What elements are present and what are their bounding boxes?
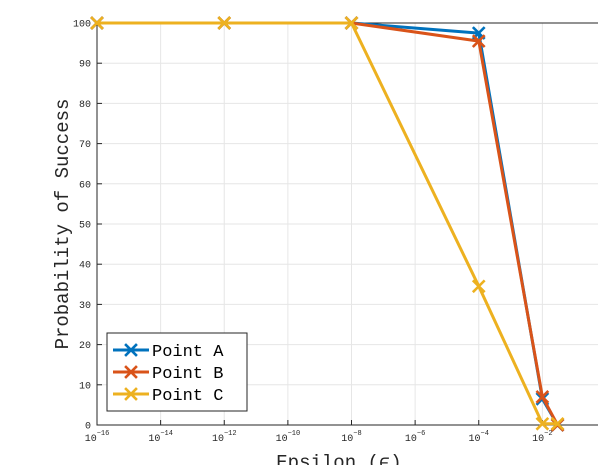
- series-line: [97, 21, 558, 426]
- legend-item: Point B: [113, 365, 223, 384]
- y-tick-label: 50: [79, 221, 91, 232]
- x-tick-label: 10−16: [85, 430, 110, 445]
- y-tick-label: 100: [73, 20, 91, 31]
- legend-label: Point B: [152, 365, 223, 384]
- y-axis-ticks: 0 10 20 30 40 50 60 70 80 90 100: [73, 20, 102, 433]
- data-point-marker: [535, 416, 550, 431]
- x-axis-label: Epsilon (ϵ): [276, 452, 401, 465]
- y-tick-label: 60: [79, 180, 91, 191]
- data-point-marker: [217, 16, 232, 30]
- data-point-marker: [471, 279, 486, 294]
- data-point-marker: [535, 390, 550, 404]
- data-point-marker: [471, 34, 486, 48]
- y-tick-label: 80: [79, 100, 91, 111]
- y-tick-label: 10: [79, 381, 91, 392]
- legend-marker: [124, 365, 138, 379]
- x-tick-label: 10−10: [276, 430, 301, 445]
- y-tick-label: 30: [79, 301, 91, 312]
- x-tick-label: 10−6: [405, 430, 425, 445]
- y-tick-label: 90: [79, 60, 91, 71]
- legend-label: Point C: [152, 387, 223, 406]
- y-tick-label: 20: [79, 341, 91, 352]
- legend-item: Point A: [113, 343, 224, 362]
- x-tick-label: 10−2: [532, 430, 552, 445]
- series-point-c: [90, 16, 565, 431]
- legend-item: Point C: [113, 387, 223, 406]
- legend-label: Point A: [152, 343, 224, 362]
- x-tick-label: 10−12: [212, 430, 237, 445]
- y-tick-label: 0: [85, 422, 91, 433]
- data-point-marker: [90, 16, 104, 30]
- y-axis-label: Probability of Success: [52, 99, 74, 350]
- series-lines: [90, 16, 565, 432]
- data-point-marker: [344, 16, 359, 30]
- y-tick-label: 70: [79, 140, 91, 151]
- x-tick-label: 10−4: [469, 430, 489, 445]
- x-tick-label: 10−8: [341, 430, 361, 445]
- legend: Point A Point B Point C: [106, 332, 248, 412]
- legend-marker: [124, 343, 138, 357]
- y-tick-label: 40: [79, 261, 91, 272]
- legend-marker: [124, 387, 138, 401]
- x-tick-label: 10−14: [148, 430, 173, 445]
- data-point-marker: [550, 416, 565, 431]
